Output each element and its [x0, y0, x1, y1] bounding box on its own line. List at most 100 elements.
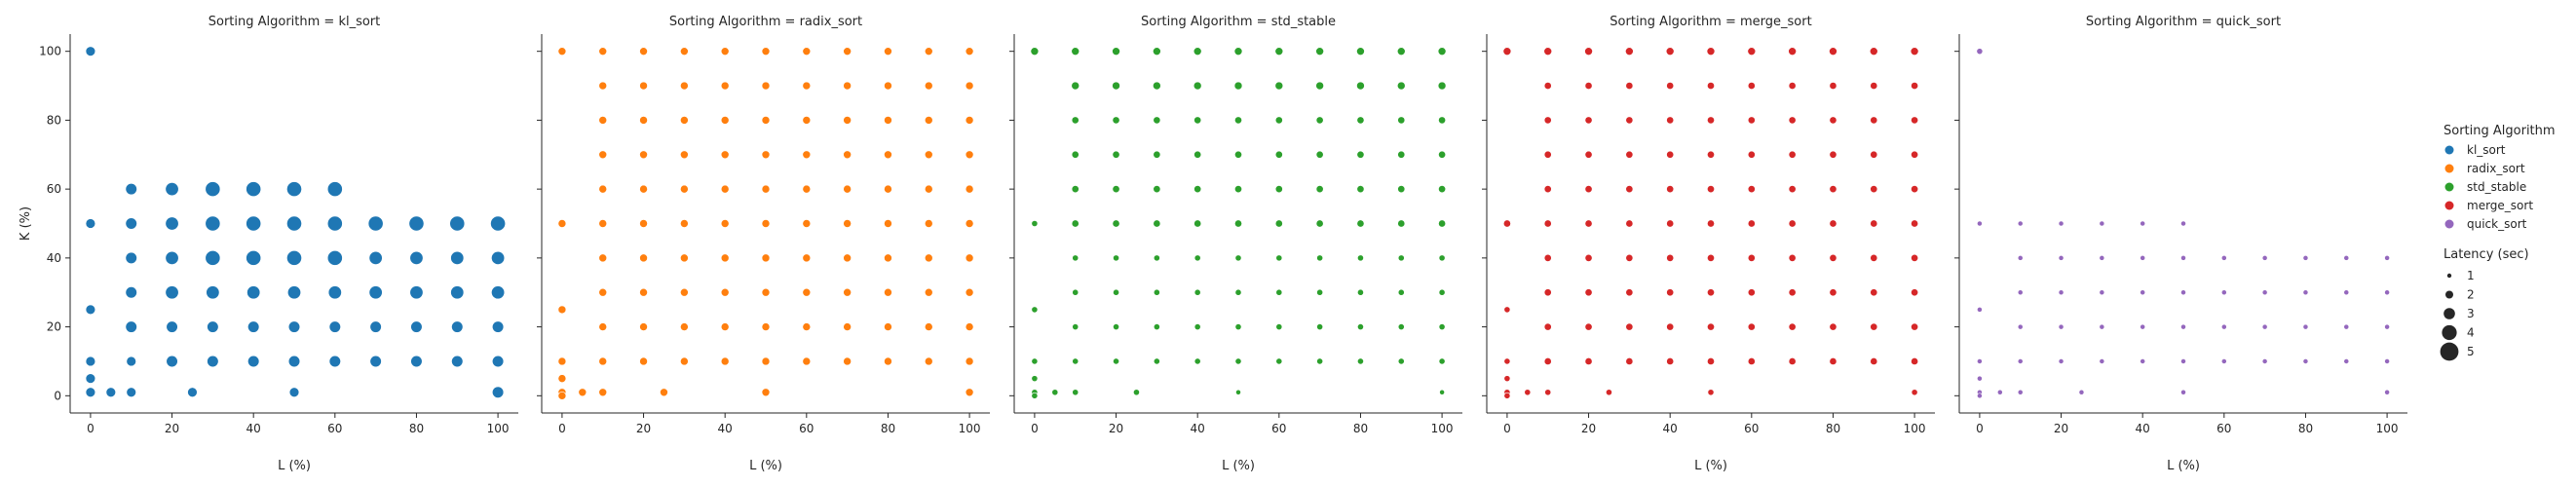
data-point: [2140, 358, 2146, 364]
data-point: [1707, 219, 1715, 228]
data-point: [408, 215, 425, 232]
data-point: [1235, 389, 1241, 395]
data-point: [1870, 82, 1878, 90]
data-point: [843, 150, 852, 160]
data-point: [965, 81, 974, 91]
data-point: [1584, 219, 1593, 228]
data-point: [2180, 358, 2186, 364]
data-point: [557, 392, 567, 400]
data-point: [660, 388, 668, 397]
data-point: [1234, 323, 1242, 330]
data-point: [2180, 323, 2186, 330]
data-point: [1666, 219, 1675, 228]
data-point: [1503, 357, 1511, 365]
data-point: [1193, 254, 1201, 262]
data-point: [2220, 255, 2227, 261]
data-point: [802, 322, 812, 331]
data-point: [1747, 322, 1756, 331]
data-point: [1707, 389, 1715, 396]
data-point: [843, 356, 852, 366]
x-axis-label: L (%): [2167, 459, 2200, 473]
data-point: [1397, 185, 1406, 194]
data-point: [1870, 185, 1878, 194]
data-point: [166, 355, 178, 368]
legend-marker-std_stable: [2444, 182, 2454, 192]
data-point: [1788, 322, 1797, 331]
data-point: [1274, 185, 1283, 194]
data-point: [165, 285, 179, 300]
x-tick-label: 60: [2216, 422, 2231, 435]
x-tick-label: 0: [1503, 422, 1511, 435]
data-point: [1397, 219, 1406, 228]
data-point: [598, 219, 608, 228]
data-point: [1234, 116, 1242, 125]
data-point: [557, 47, 567, 56]
data-point: [205, 181, 221, 198]
data-point: [1747, 357, 1756, 365]
data-point: [1543, 322, 1552, 331]
data-point: [1625, 253, 1634, 262]
x-tick-label: 100: [2376, 422, 2399, 435]
data-point: [2058, 220, 2065, 227]
data-point: [1524, 389, 1532, 396]
data-point: [1911, 116, 1919, 125]
data-point: [884, 47, 892, 56]
data-point: [286, 249, 302, 266]
data-point: [1625, 322, 1634, 331]
legend-label-merge_sort: merge_sort: [2467, 199, 2533, 212]
data-point: [1153, 47, 1161, 56]
data-point: [1153, 323, 1160, 330]
data-point: [125, 217, 137, 230]
legend-size-marker: [2446, 273, 2452, 279]
data-point: [1788, 253, 1797, 262]
x-tick-label: 0: [87, 422, 95, 435]
data-point: [1665, 47, 1675, 56]
data-point: [761, 287, 771, 297]
data-point: [1829, 185, 1837, 194]
data-point: [884, 219, 892, 228]
x-tick-label: 40: [2136, 422, 2150, 435]
data-point: [1829, 322, 1837, 331]
data-point: [720, 253, 730, 263]
panel-merge_sort: Sorting Algorithm = merge_sort 0 20 40 60 80 1…: [1482, 15, 1935, 473]
data-point: [680, 116, 689, 125]
data-point: [451, 320, 464, 333]
data-point: [1234, 254, 1242, 262]
data-point: [720, 184, 730, 194]
data-point: [1625, 357, 1634, 365]
data-point: [598, 322, 608, 331]
data-point: [924, 253, 933, 263]
panel-title: Sorting Algorithm = merge_sort: [1610, 15, 1811, 29]
data-point: [1153, 288, 1160, 296]
data-point: [1153, 219, 1161, 228]
data-point: [1666, 82, 1675, 90]
data-point: [1315, 47, 1324, 56]
data-point: [1666, 185, 1675, 194]
data-point: [2261, 255, 2268, 261]
data-point: [247, 355, 260, 368]
data-point: [1977, 375, 1983, 382]
data-point: [369, 355, 382, 368]
data-point: [1747, 116, 1756, 125]
data-point: [1274, 219, 1283, 228]
x-tick-label: 100: [1431, 422, 1454, 435]
x-tick-label: 0: [558, 422, 566, 435]
data-point: [680, 184, 689, 194]
data-point: [286, 215, 302, 232]
data-point: [1112, 185, 1120, 194]
data-point: [125, 286, 137, 299]
data-point: [1233, 47, 1243, 56]
data-point: [924, 184, 933, 194]
data-point: [965, 184, 974, 194]
data-point: [1788, 357, 1797, 365]
data-point: [1543, 82, 1552, 90]
data-point: [1356, 185, 1365, 194]
data-point: [1193, 357, 1201, 365]
data-point: [720, 219, 730, 228]
data-point: [1976, 48, 1984, 56]
data-point: [1072, 389, 1080, 396]
data-point: [965, 356, 974, 366]
legend-label-std_stable: std_stable: [2467, 180, 2526, 194]
data-point: [1606, 389, 1612, 396]
data-point: [1869, 47, 1878, 56]
